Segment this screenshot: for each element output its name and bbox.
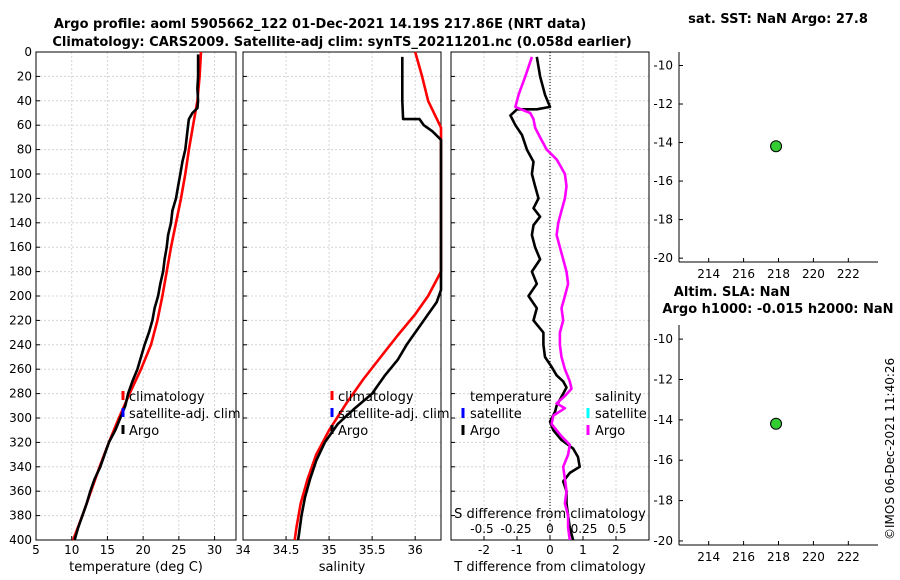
main-title-line1: Argo profile: aoml 5905662_122 01-Dec-20… [54,17,586,32]
sla-map-xtick-label: 220 [802,550,825,564]
depth-tick-label: 0 [24,45,32,59]
depth-tick-label: 40 [17,94,32,108]
sst-map-plot-area [679,52,878,262]
depth-tick-label: 160 [9,240,32,254]
temperature-legend-label: Argo [129,424,159,439]
temperature-xtick-label: 30 [207,543,222,557]
depth-tick-label: 180 [9,265,32,279]
sla-map-argo-position-marker [770,417,783,430]
sla-map-ytick-label: -18 [653,494,673,508]
temperature-xtick-label: 20 [136,543,151,557]
diff-legend-temperature-header: temperature [470,390,552,405]
depth-tick-label: 200 [9,289,32,303]
diff-legend-temperature-satellite: satellite [470,407,522,422]
diff-s-tick-label: -0.5 [470,522,493,536]
difference-xlabel: T difference from climatology [453,560,646,575]
sst-map-xtick-label: 216 [732,267,755,281]
sst-map-ytick-label: -12 [653,97,673,111]
diff-legend-salinity-satellite: satellite [595,407,647,422]
salinity-legend-label: Argo [338,424,368,439]
sla-title-line2: Argo h1000: -0.015 h2000: NaN [662,302,893,317]
sla-map-ytick-label: -10 [653,332,673,346]
depth-tick-label: 240 [9,338,32,352]
sst-map-ytick-label: -16 [653,174,673,188]
diff-s-tick-label: 0.25 [571,522,598,536]
temperature-legend-label: climatology [129,390,205,405]
diff-legend-temperature-argo: Argo [470,424,500,439]
temperature-series-argo [73,54,200,541]
sla-map-ytick-label: -12 [653,372,673,386]
difference-series-s-argo [514,56,573,541]
depth-tick-label: 80 [17,143,32,157]
depth-tick-label: 340 [9,460,32,474]
temperature-xtick-label: 25 [171,543,186,557]
salinity-xtick-label: 35.5 [359,543,386,557]
difference-xtick-label: 2 [612,543,620,557]
depth-tick-label: 300 [9,411,32,425]
sla-map-ytick-label: -16 [653,453,673,467]
difference-series-t-argo [509,56,582,541]
imos-watermark: ©IMOS 06-Dec-2021 11:40:26 [883,358,897,540]
sst-title: sat. SST: NaN Argo: 27.8 [688,12,868,27]
sla-map-xtick-label: 214 [697,550,720,564]
depth-tick-label: 220 [9,313,32,327]
sst-map-argo-position-marker [770,140,783,153]
temperature-xtick-label: 15 [100,543,115,557]
sst-map-ytick-label: -18 [653,213,673,227]
diff-s-label: S difference from climatology [454,507,646,522]
sla-map-xtick-label: 218 [767,550,790,564]
depth-tick-label: 60 [17,118,32,132]
sst-map-xtick-label: 218 [767,267,790,281]
depth-tick-label: 360 [9,484,32,498]
temperature-xlabel: temperature (deg C) [69,560,203,575]
diff-s-tick-label: 0.5 [607,522,626,536]
sla-map-ytick-label: -20 [653,534,673,548]
temperature-xtick-label: 10 [64,543,79,557]
depth-tick-label: 100 [9,167,32,181]
depth-tick-label: 380 [9,509,32,523]
temperature-xtick-label: 5 [32,543,40,557]
main-title-line2: Climatology: CARS2009. Satellite-adj cli… [52,35,631,50]
diff-legend-salinity-argo: Argo [595,424,625,439]
sla-map-xtick-label: 222 [837,550,860,564]
depth-tick-label: 20 [17,69,32,83]
salinity-series-climatology [293,51,443,541]
diff-s-tick-label: 0 [546,522,554,536]
depth-tick-label: 140 [9,216,32,230]
difference-xtick-label: 1 [579,543,587,557]
depth-tick-label: 320 [9,435,32,449]
salinity-xtick-label: 36 [408,543,423,557]
depth-tick-label: 260 [9,362,32,376]
difference-xtick-label: 0 [546,543,554,557]
salinity-xtick-label: 34 [235,543,250,557]
salinity-xtick-label: 35 [321,543,336,557]
sla-map-ytick-label: -14 [653,413,673,427]
sst-map-ytick-label: -10 [653,58,673,72]
diff-s-tick-label: -0.25 [500,522,531,536]
diff-legend-salinity-header: salinity [595,390,642,405]
sla-title-line1: Altim. SLA: NaN [674,285,790,300]
difference-xtick-label: -2 [478,543,490,557]
salinity-series-argo [296,56,443,541]
sst-map-xtick-label: 220 [802,267,825,281]
depth-tick-label: 280 [9,387,32,401]
salinity-legend-label: climatology [338,390,414,405]
sst-map-xtick-label: 214 [697,267,720,281]
depth-tick-label: 400 [9,533,32,547]
salinity-legend-label: satellite-adj. clim [338,407,450,422]
sst-map-ytick-label: -14 [653,136,673,150]
temperature-legend-label: satellite-adj. clim [129,407,241,422]
sst-map-ytick-label: -20 [653,251,673,265]
sst-map-xtick-label: 222 [837,267,860,281]
depth-tick-label: 120 [9,191,32,205]
salinity-xtick-label: 34.5 [273,543,300,557]
salinity-xlabel: salinity [319,560,366,575]
sla-map-xtick-label: 216 [732,550,755,564]
sla-map-plot-area [679,325,878,545]
difference-xtick-label: -1 [511,543,523,557]
